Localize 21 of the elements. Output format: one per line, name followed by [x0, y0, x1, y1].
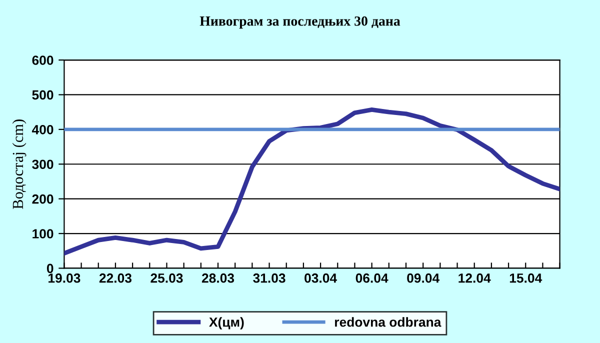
y-tick-label: 0	[46, 264, 54, 274]
x-tick-label: 15.04	[510, 273, 542, 283]
y-tick-label: 100	[32, 229, 54, 238]
legend-label: redovna odbrana	[335, 317, 442, 327]
y-axis-title: Водостај (cm)	[12, 120, 26, 209]
y-tick-label: 200	[32, 194, 54, 204]
x-tick-label: 25.03	[150, 273, 183, 283]
x-tick-label: 31.03	[253, 273, 286, 283]
x-tick-label: 06.04	[356, 273, 388, 283]
y-tick-label: 600	[32, 56, 54, 65]
x-tick-label: 09.04	[407, 273, 440, 283]
y-tick-label: 500	[32, 90, 54, 100]
chart-title: Нивограм за последњих 30 дана	[200, 16, 400, 29]
x-tick-label: 03.04	[304, 273, 337, 283]
x-tick-label: 28.03	[202, 273, 234, 283]
y-tick-label: 400	[32, 124, 54, 134]
legend-label: X(цм)	[209, 317, 244, 330]
x-tick-label: 22.03	[99, 273, 132, 283]
y-tick-label: 300	[32, 160, 54, 170]
x-tick-label: 12.04	[458, 273, 491, 283]
x-tick-label: 19.03	[48, 273, 80, 283]
